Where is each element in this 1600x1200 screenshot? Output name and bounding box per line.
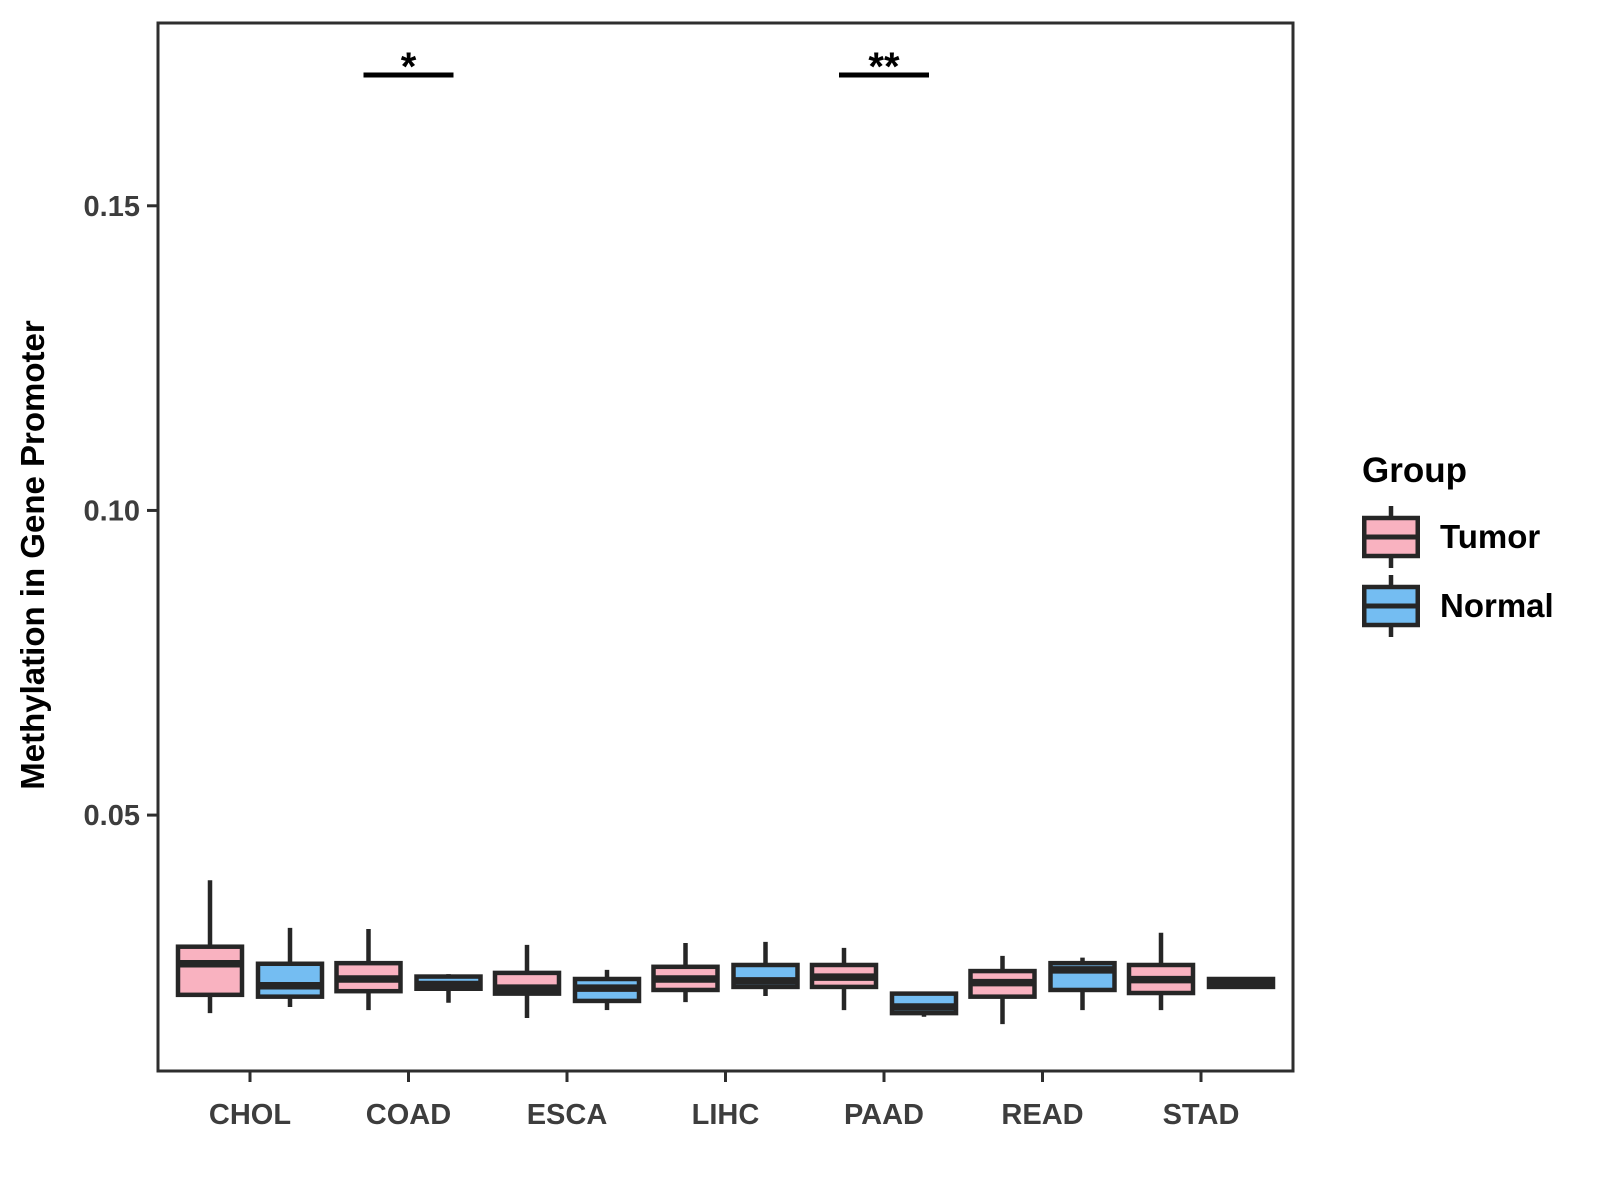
- legend-label-tumor: Tumor: [1440, 518, 1541, 555]
- normal-boxplot-key-icon: [1362, 575, 1420, 637]
- x-tick-label-chol: CHOL: [209, 1099, 291, 1131]
- y-axis-title: Methylation in Gene Promoter: [14, 320, 51, 790]
- x-tick-label-paad: PAAD: [844, 1099, 924, 1131]
- box-tumor-chol: [175, 944, 245, 998]
- x-tick-label-lihc: LIHC: [692, 1099, 760, 1131]
- y-tick-label: 0.10: [84, 495, 140, 527]
- x-tick-label-coad: COAD: [366, 1099, 451, 1131]
- legend: Group Tumor Normal: [1362, 452, 1554, 637]
- x-tick-label-esca: ESCA: [527, 1099, 608, 1131]
- box-normal-chol: [255, 961, 325, 999]
- y-tick-label: 0.05: [84, 800, 140, 832]
- x-tick-label-read: READ: [1001, 1099, 1083, 1131]
- significance-label-paad: **: [868, 45, 900, 89]
- x-tick-label-stad: STAD: [1163, 1099, 1240, 1131]
- legend-label-normal: Normal: [1440, 587, 1554, 624]
- y-tick-label: 0.15: [84, 191, 140, 223]
- plot-panel: [156, 21, 1295, 1073]
- legend-title: Group: [1362, 451, 1467, 490]
- chart-content: 0.05 0.10 0.15 CHOL COAD ESCA LIHC PAAD READ STAD…: [84, 45, 1276, 1131]
- legend-items: Tumor Normal: [1362, 506, 1554, 637]
- legend-item-tumor: Tumor: [1362, 506, 1554, 568]
- significance-label-coad: *: [401, 45, 417, 89]
- legend-item-normal: Normal: [1362, 575, 1554, 637]
- tumor-boxplot-key-icon: [1362, 506, 1420, 568]
